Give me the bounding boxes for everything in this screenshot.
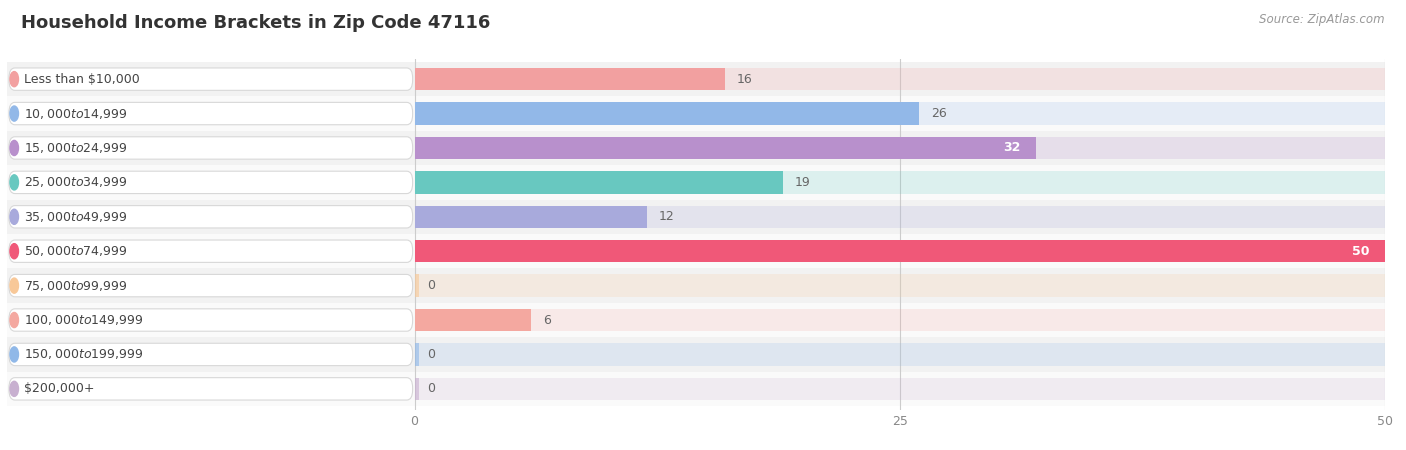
Circle shape	[10, 106, 18, 121]
Text: 19: 19	[794, 176, 811, 189]
Circle shape	[10, 381, 18, 396]
FancyBboxPatch shape	[8, 378, 412, 400]
Text: $50,000 to $74,999: $50,000 to $74,999	[24, 244, 128, 258]
Bar	[415, 378, 419, 400]
Bar	[7, 337, 1385, 372]
Bar	[7, 268, 1385, 303]
Circle shape	[10, 243, 18, 259]
Text: 50: 50	[1353, 245, 1369, 258]
Text: 32: 32	[1002, 141, 1021, 154]
Bar	[415, 137, 1385, 159]
Bar	[415, 171, 1385, 194]
Circle shape	[10, 312, 18, 328]
Bar	[415, 103, 1385, 125]
Bar	[415, 103, 920, 125]
Bar	[7, 200, 1385, 234]
Text: 12: 12	[659, 210, 675, 223]
Bar	[415, 137, 1036, 159]
Circle shape	[10, 347, 18, 362]
Bar	[415, 274, 419, 297]
Bar	[415, 68, 1385, 90]
FancyBboxPatch shape	[8, 171, 412, 194]
Bar	[7, 165, 1385, 200]
Bar	[7, 62, 1385, 96]
Bar	[415, 171, 783, 194]
Text: $100,000 to $149,999: $100,000 to $149,999	[24, 313, 143, 327]
Circle shape	[10, 175, 18, 190]
Text: 0: 0	[427, 348, 436, 361]
Text: 6: 6	[543, 314, 551, 327]
Bar	[415, 206, 647, 228]
Text: 0: 0	[427, 279, 436, 292]
Text: $200,000+: $200,000+	[24, 382, 94, 396]
Bar	[7, 96, 1385, 131]
FancyBboxPatch shape	[8, 68, 412, 90]
Text: $15,000 to $24,999: $15,000 to $24,999	[24, 141, 128, 155]
Bar	[415, 343, 1385, 365]
Text: 26: 26	[931, 107, 946, 120]
Circle shape	[10, 72, 18, 87]
FancyBboxPatch shape	[8, 274, 412, 297]
Circle shape	[10, 209, 18, 225]
Text: Household Income Brackets in Zip Code 47116: Household Income Brackets in Zip Code 47…	[21, 14, 491, 32]
Text: 16: 16	[737, 72, 752, 86]
Bar	[7, 303, 1385, 337]
Bar	[7, 372, 1385, 406]
Bar	[7, 131, 1385, 165]
Text: 0: 0	[427, 382, 436, 396]
Bar	[415, 68, 725, 90]
Circle shape	[10, 140, 18, 156]
Text: $10,000 to $14,999: $10,000 to $14,999	[24, 107, 128, 121]
FancyBboxPatch shape	[8, 137, 412, 159]
Bar	[415, 206, 1385, 228]
Text: $75,000 to $99,999: $75,000 to $99,999	[24, 279, 128, 292]
FancyBboxPatch shape	[8, 309, 412, 331]
Bar	[415, 309, 1385, 331]
Bar	[415, 240, 1385, 262]
Text: Less than $10,000: Less than $10,000	[24, 72, 141, 86]
FancyBboxPatch shape	[8, 206, 412, 228]
FancyBboxPatch shape	[8, 343, 412, 365]
Bar	[415, 343, 419, 365]
FancyBboxPatch shape	[8, 240, 412, 262]
Bar	[415, 309, 531, 331]
Bar	[7, 234, 1385, 268]
Text: Source: ZipAtlas.com: Source: ZipAtlas.com	[1260, 14, 1385, 27]
Bar	[415, 378, 1385, 400]
Text: $150,000 to $199,999: $150,000 to $199,999	[24, 347, 143, 361]
FancyBboxPatch shape	[8, 103, 412, 125]
Bar	[415, 240, 1385, 262]
Text: $35,000 to $49,999: $35,000 to $49,999	[24, 210, 128, 224]
Text: $25,000 to $34,999: $25,000 to $34,999	[24, 176, 128, 189]
Circle shape	[10, 278, 18, 293]
Bar	[415, 274, 1385, 297]
